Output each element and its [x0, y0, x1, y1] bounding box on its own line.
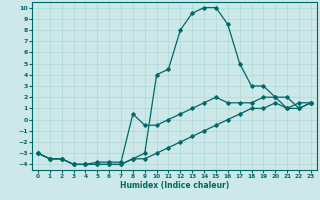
- X-axis label: Humidex (Indice chaleur): Humidex (Indice chaleur): [120, 181, 229, 190]
